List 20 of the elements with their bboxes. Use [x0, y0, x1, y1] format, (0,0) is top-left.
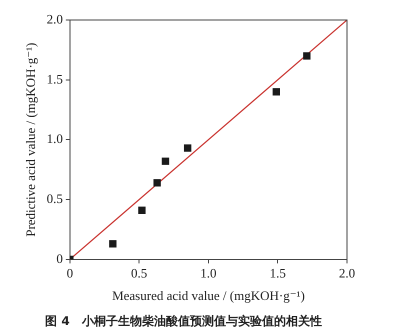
point	[153, 179, 161, 186]
text: 图 4 小桐子生物柴油酸值预测值与实验值的相关性	[45, 314, 322, 328]
point	[272, 88, 280, 96]
point	[109, 240, 116, 248]
point	[162, 158, 170, 165]
y-tick-label: 2.0	[46, 11, 63, 26]
point	[138, 206, 146, 214]
y-tick-label: 0	[56, 250, 63, 266]
y-tick-label: 0.5	[46, 190, 63, 206]
x-tick-label: 2.0	[338, 266, 356, 281]
y-tick-label: 1.5	[46, 71, 63, 86]
y-tick-label: 1.0	[46, 131, 63, 146]
point	[184, 144, 192, 152]
x-tick-label: 0.5	[131, 266, 148, 281]
x-axis-title: Measured acid value / (mgKOH·g⁻¹)	[112, 288, 305, 304]
y-axis-title: Predictive acid value / (mgKOH·g⁻¹)	[23, 42, 38, 237]
x-tick-label: 1.5	[270, 266, 286, 281]
x-tick-label: 0	[66, 266, 74, 281]
point	[303, 52, 310, 60]
x-tick-label: 1.0	[200, 266, 217, 281]
